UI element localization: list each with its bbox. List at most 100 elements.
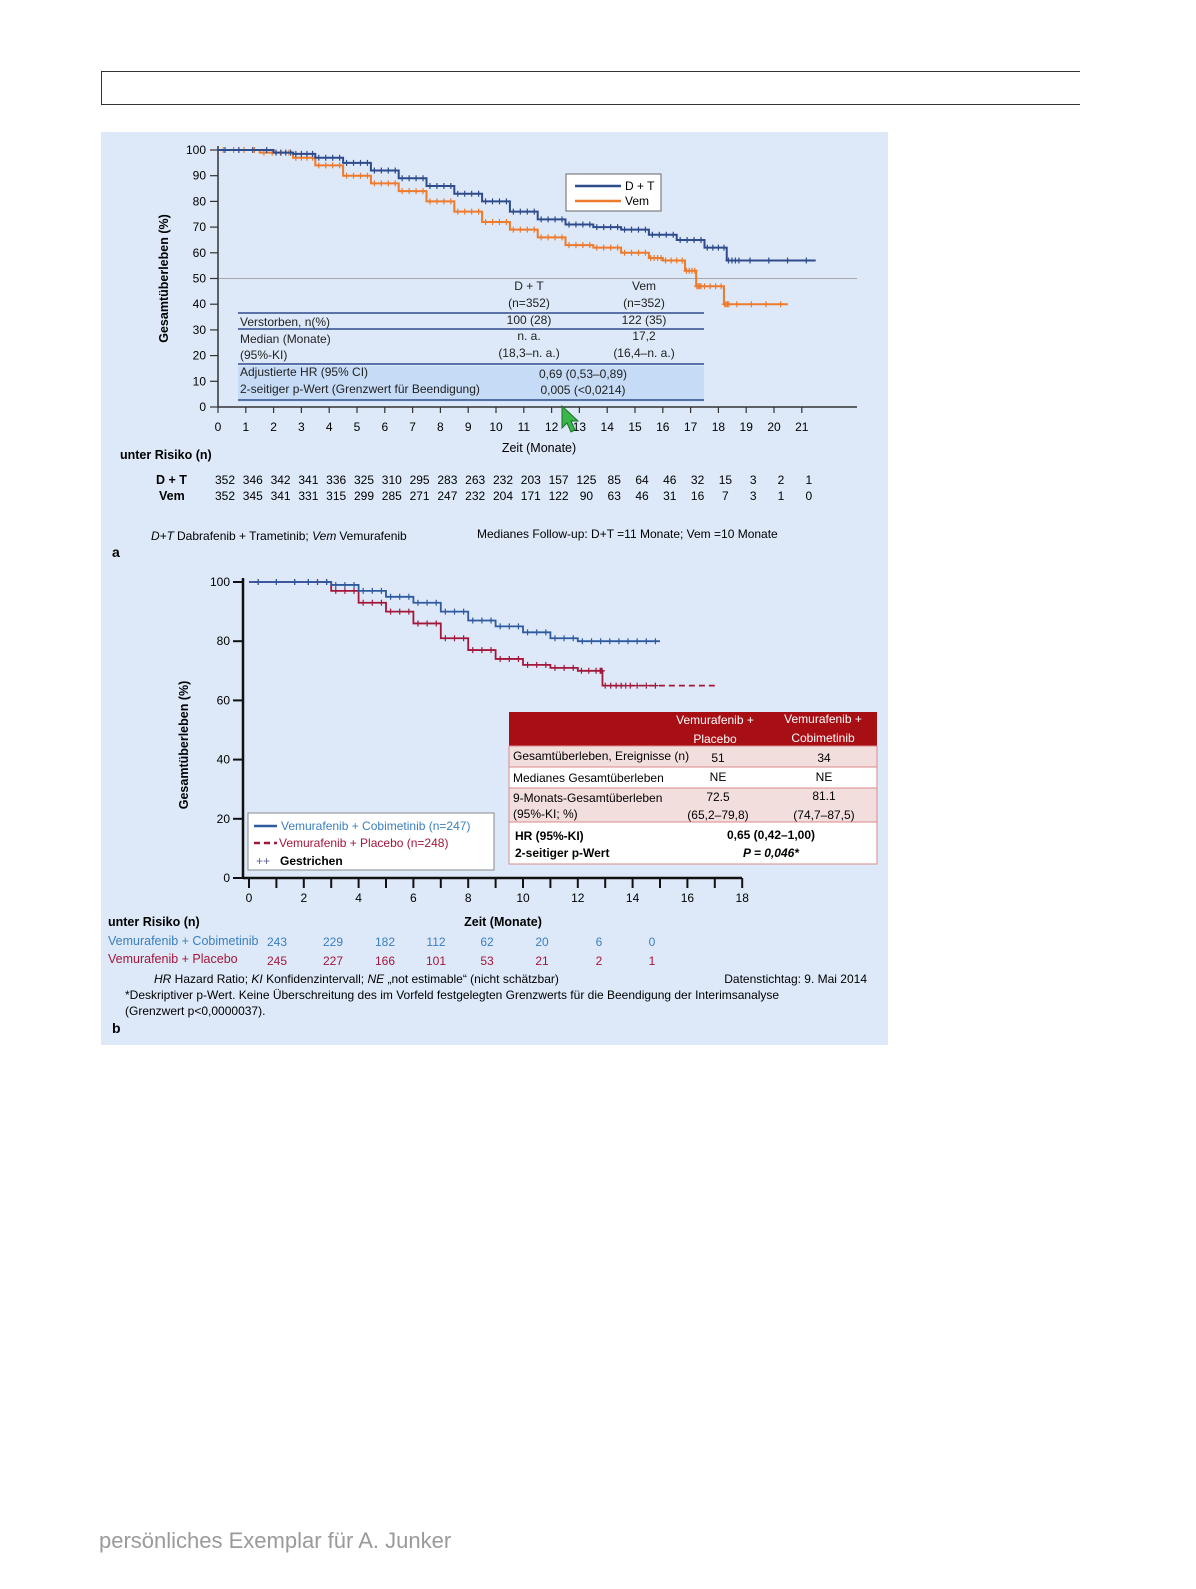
censor-mark-cobi bbox=[369, 587, 376, 594]
panel-b-letter: b bbox=[112, 1020, 121, 1036]
series-b bbox=[249, 579, 715, 689]
censor-mark-vem bbox=[579, 242, 586, 249]
censor-mark-placebo bbox=[515, 655, 522, 662]
censor-mark-vem bbox=[517, 226, 524, 233]
table-a-col-dt: D + T bbox=[514, 279, 544, 293]
censor-mark-vem bbox=[489, 218, 496, 225]
censor-mark-dt bbox=[420, 175, 427, 182]
x-tick-label-a: 3 bbox=[298, 420, 305, 434]
table-a: D + T (n=352) Vem (n=352) Verstorben, n(… bbox=[238, 279, 704, 401]
censor-mark-cobi bbox=[597, 638, 604, 645]
censor-mark-dt bbox=[249, 147, 256, 153]
censor-mark-vem bbox=[707, 283, 714, 290]
censor-mark-placebo bbox=[652, 682, 659, 689]
risk-a-dt-value: 342 bbox=[271, 473, 291, 487]
censor-mark-cobi bbox=[360, 587, 367, 594]
risk-a-dt-value: 32 bbox=[691, 473, 705, 487]
censor-mark-placebo bbox=[387, 608, 394, 615]
risk-b-cobi-label: Vemurafenib + Cobimetinib bbox=[108, 934, 258, 948]
censor-mark-placebo bbox=[341, 587, 348, 594]
censor-mark-dt bbox=[691, 236, 698, 243]
censor-mark-dt bbox=[510, 208, 517, 215]
censor-mark-vem bbox=[679, 257, 686, 264]
risk-a-vem-value: 16 bbox=[691, 489, 705, 503]
footnote-b-ki: KI bbox=[251, 972, 263, 986]
table-a-row3-dt: (18,3–n. a.) bbox=[498, 346, 559, 360]
censor-mark-dt bbox=[385, 167, 392, 174]
censor-mark-dt bbox=[709, 244, 716, 251]
y-tick-label-a: 60 bbox=[193, 246, 207, 260]
risk-b-cobi-value: 229 bbox=[323, 935, 343, 949]
risk-a-dt-value: 85 bbox=[608, 473, 622, 487]
censor-mark-vem bbox=[385, 180, 392, 187]
censor-mark-dt bbox=[343, 159, 350, 166]
footnote-b-date: Datenstichtag: 9. Mai 2014 bbox=[724, 972, 867, 986]
censor-mark-dt bbox=[635, 226, 642, 233]
censor-mark-placebo bbox=[602, 682, 609, 689]
censor-mark-dt bbox=[538, 216, 545, 223]
censor-mark-cobi bbox=[524, 629, 531, 636]
table-b-r1-placebo: 51 bbox=[711, 751, 725, 765]
censor-mark-dt bbox=[399, 175, 406, 182]
risk-a-dt-value: 2 bbox=[778, 473, 785, 487]
legend-cobi-label: Vemurafenib + Cobimetinib (n=247) bbox=[281, 819, 470, 833]
censor-mark-dt bbox=[426, 182, 433, 189]
censor-mark-placebo bbox=[542, 661, 549, 668]
figure-panel: 0 10 20 30 40 50 60 70 80 90 100 0 1 2 3 4 5 6 7 8 9 10 11 12 13… bbox=[101, 132, 888, 1045]
risk-a-dt-value: 283 bbox=[437, 473, 457, 487]
censor-mark-dt bbox=[350, 159, 357, 166]
table-a-col-dt-n: (n=352) bbox=[508, 296, 550, 310]
censor-mark-dt bbox=[221, 147, 228, 153]
legend-censored-label: Gestrichen bbox=[280, 854, 343, 868]
censor-mark-dt bbox=[765, 257, 772, 264]
risk-b-cobi-value: 243 bbox=[267, 935, 287, 949]
censor-mark-vem bbox=[350, 172, 357, 179]
x-tick-label-b: 2 bbox=[300, 891, 307, 905]
censor-mark-dt bbox=[433, 182, 440, 189]
censor-mark-vem bbox=[399, 188, 406, 195]
censor-mark-vem bbox=[614, 244, 621, 251]
table-b-r3-label: 9-Monats-Gesamtüberleben bbox=[513, 791, 662, 805]
x-tick-label-a: 20 bbox=[767, 420, 781, 434]
x-tick-label-b: 4 bbox=[355, 891, 362, 905]
x-tick-label-a: 4 bbox=[326, 420, 333, 434]
censor-mark-cobi bbox=[497, 623, 504, 630]
legend-censored-icon: ++ bbox=[256, 854, 270, 868]
table-a-row2-label: Median (Monate) bbox=[240, 332, 331, 346]
censor-mark-placebo bbox=[405, 608, 412, 615]
y-axis-title-b: Gesamtüberleben (%) bbox=[177, 681, 191, 810]
censor-mark-placebo bbox=[442, 635, 449, 642]
censor-mark-vem bbox=[371, 180, 378, 187]
table-b-r3b-label: (95%-KI; %) bbox=[513, 807, 578, 821]
censor-mark-cobi bbox=[424, 599, 431, 606]
y-tick-label-a: 90 bbox=[193, 169, 207, 183]
risk-a-dt-value: 295 bbox=[410, 473, 430, 487]
censor-mark-dt bbox=[454, 190, 461, 197]
table-b-head-placebo-1: Vemurafenib + bbox=[676, 713, 754, 727]
censor-mark-vem bbox=[586, 242, 593, 249]
watermark-text: persönliches Exemplar für A. Junker bbox=[99, 1528, 452, 1553]
risk-a-vem-value: 31 bbox=[663, 489, 677, 503]
censor-mark-dt bbox=[524, 208, 531, 215]
censor-mark-placebo bbox=[351, 587, 358, 594]
censor-mark-placebo bbox=[613, 682, 620, 689]
table-b-r2-cobi: NE bbox=[816, 770, 833, 784]
censor-mark-vem bbox=[510, 226, 517, 233]
risk-a-vem-value: 331 bbox=[298, 489, 318, 503]
panel-a-letter: a bbox=[112, 544, 120, 560]
footnote-b-2: *Deskriptiver p-Wert. Keine Überschreitu… bbox=[125, 988, 779, 1002]
risk-a-header: unter Risiko (n) bbox=[120, 448, 212, 462]
censor-mark-dt bbox=[322, 154, 329, 161]
censor-mark-placebo bbox=[424, 620, 431, 627]
table-b-r1-cobi: 34 bbox=[817, 751, 831, 765]
censor-mark-vem bbox=[662, 257, 669, 264]
censor-mark-cobi bbox=[332, 581, 339, 588]
x-tick-label-a: 17 bbox=[684, 420, 698, 434]
x-tick-label-a: 12 bbox=[545, 420, 559, 434]
x-tick-label-a: 11 bbox=[518, 420, 531, 434]
risk-b-placebo-value: 166 bbox=[375, 954, 395, 968]
censor-mark-dt bbox=[489, 198, 496, 205]
censor-mark-cobi bbox=[606, 638, 613, 645]
risk-a-vem-value: 1 bbox=[778, 489, 785, 503]
